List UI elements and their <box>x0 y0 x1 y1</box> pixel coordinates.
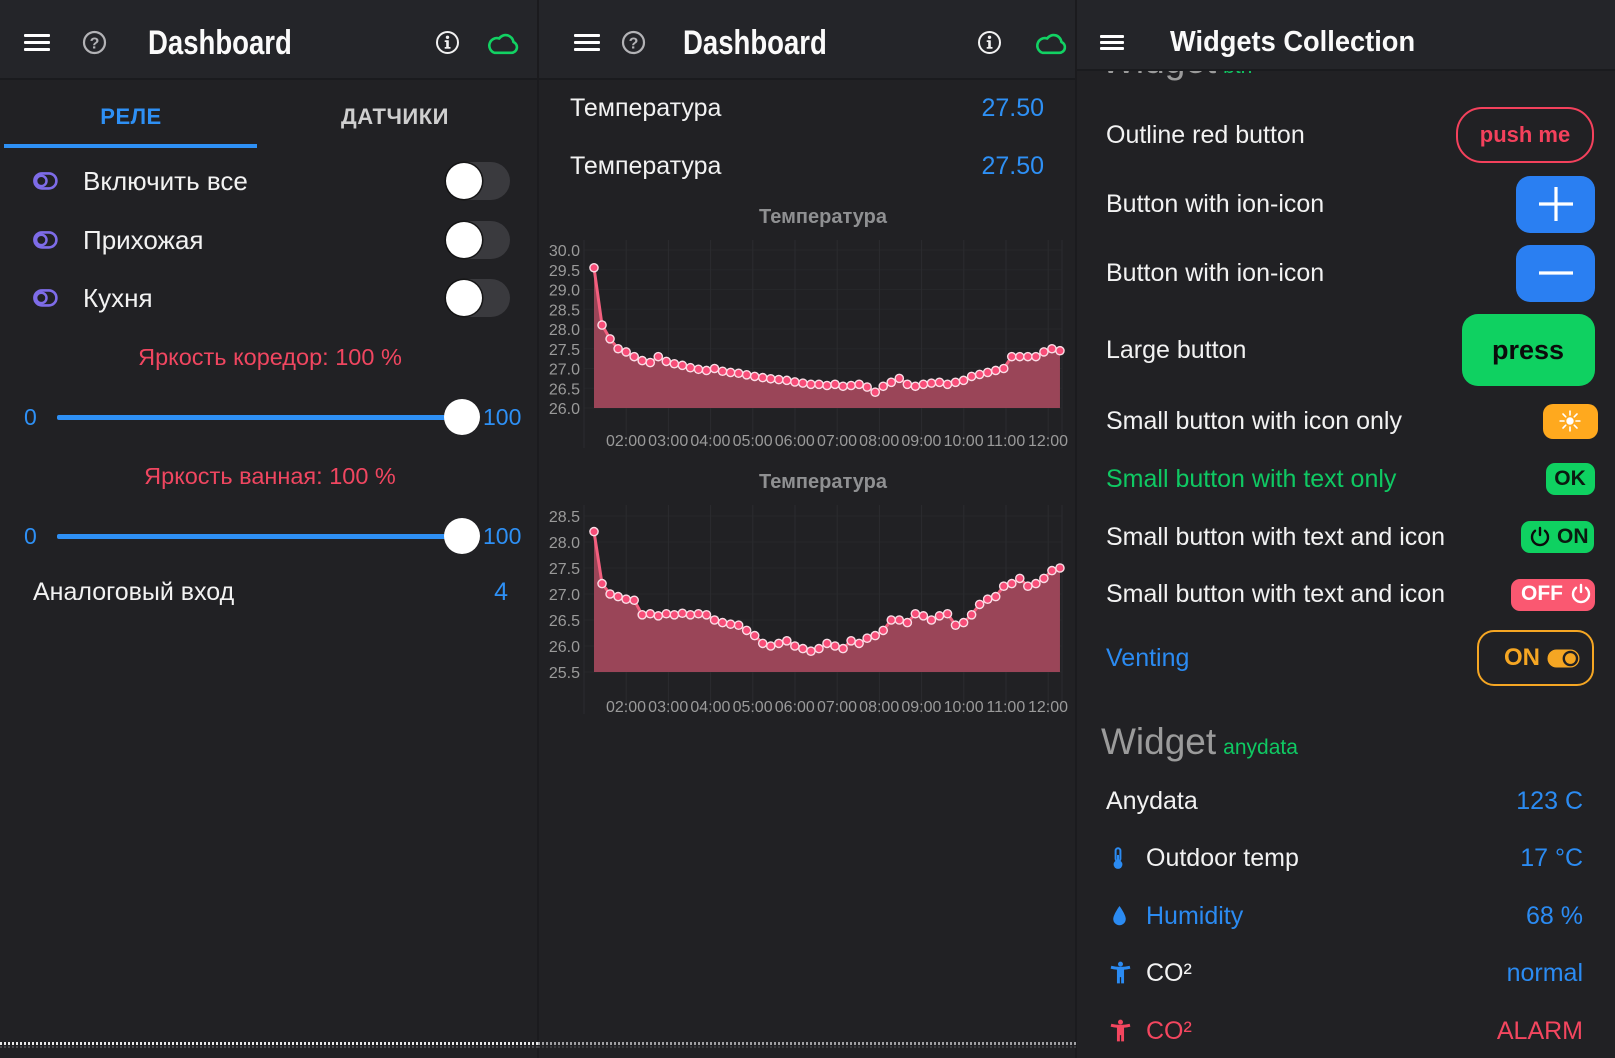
svg-text:03:00: 03:00 <box>648 699 688 716</box>
svg-text:27.5: 27.5 <box>549 342 580 359</box>
svg-text:08:00: 08:00 <box>859 433 899 450</box>
svg-text:05:00: 05:00 <box>733 433 773 450</box>
svg-text:29.0: 29.0 <box>549 283 580 300</box>
svg-text:25.5: 25.5 <box>549 665 580 682</box>
svg-text:?: ? <box>90 36 100 53</box>
svg-text:26.5: 26.5 <box>549 613 580 630</box>
svg-text:05:00: 05:00 <box>733 699 773 716</box>
svg-text:30.0: 30.0 <box>549 243 580 260</box>
svg-text:26.0: 26.0 <box>549 639 580 656</box>
svg-text:28.0: 28.0 <box>549 535 580 552</box>
svg-text:26.0: 26.0 <box>549 401 580 418</box>
svg-text:11:00: 11:00 <box>986 699 1025 716</box>
svg-text:10:00: 10:00 <box>944 433 984 450</box>
svg-text:Температура: Температура <box>759 471 888 493</box>
svg-text:12:00: 12:00 <box>1028 433 1068 450</box>
svg-text:Температура: Температура <box>759 206 888 228</box>
svg-text:?: ? <box>628 36 638 53</box>
svg-text:08:00: 08:00 <box>859 699 899 716</box>
svg-text:26.5: 26.5 <box>549 381 580 398</box>
svg-text:12:00: 12:00 <box>1028 699 1068 716</box>
svg-text:04:00: 04:00 <box>690 433 730 450</box>
svg-text:27.0: 27.0 <box>549 587 580 604</box>
svg-text:03:00: 03:00 <box>648 433 688 450</box>
svg-text:07:00: 07:00 <box>817 433 857 450</box>
svg-text:02:00: 02:00 <box>606 433 646 450</box>
svg-text:09:00: 09:00 <box>901 433 941 450</box>
svg-text:27.0: 27.0 <box>549 362 580 379</box>
svg-text:27.5: 27.5 <box>549 561 580 578</box>
svg-text:28.0: 28.0 <box>549 322 580 339</box>
svg-text:09:00: 09:00 <box>901 699 941 716</box>
svg-text:10:00: 10:00 <box>944 699 984 716</box>
svg-text:28.5: 28.5 <box>549 509 580 526</box>
svg-text:04:00: 04:00 <box>690 699 730 716</box>
svg-text:06:00: 06:00 <box>775 433 815 450</box>
svg-text:11:00: 11:00 <box>986 433 1025 450</box>
svg-text:29.5: 29.5 <box>549 263 580 280</box>
svg-text:07:00: 07:00 <box>817 699 857 716</box>
svg-text:06:00: 06:00 <box>775 699 815 716</box>
svg-text:28.5: 28.5 <box>549 302 580 319</box>
svg-text:02:00: 02:00 <box>606 699 646 716</box>
